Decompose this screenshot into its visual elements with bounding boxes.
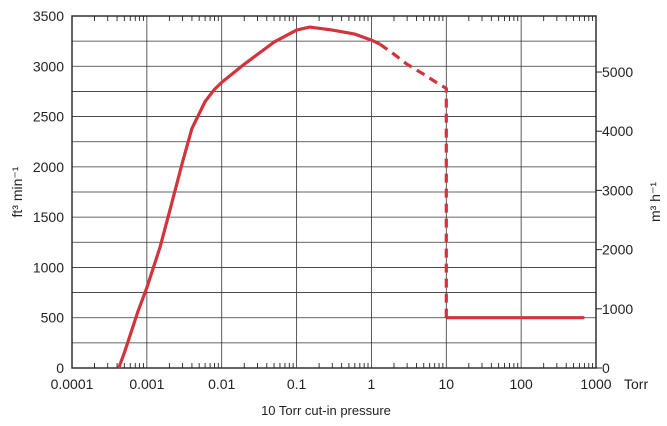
x-tick-label: 0.1 <box>287 376 307 392</box>
y-right-tick-label: 2000 <box>602 242 633 258</box>
x-tick-label: 0.001 <box>129 376 164 392</box>
x-tick-label: 1 <box>368 376 376 392</box>
x-tick-label: 1000 <box>580 376 611 392</box>
y-right-tick-label: 5000 <box>602 64 633 80</box>
y-left-tick-label: 3000 <box>33 58 64 74</box>
y-left-tick-label: 2500 <box>33 109 64 125</box>
y-axis-left-label: ft³ min⁻¹ <box>9 166 25 217</box>
x-unit-label: Torr <box>624 376 648 392</box>
y-left-tick-label: 500 <box>41 310 65 326</box>
x-tick-label: 0.0001 <box>51 376 94 392</box>
minor-ticks <box>94 16 594 368</box>
series-line-2 <box>379 42 448 318</box>
y-left-tick-label: 0 <box>56 360 64 376</box>
y-right-tick-label: 1000 <box>602 301 633 317</box>
grid <box>72 16 596 368</box>
x-axis-label: 10 Torr cut-in pressure <box>261 403 391 418</box>
y-right-tick-label: 3000 <box>602 182 633 198</box>
plot-frame <box>71 15 597 369</box>
y-left-tick-label: 1000 <box>33 259 64 275</box>
x-tick-label: 100 <box>509 376 533 392</box>
series-group <box>117 25 585 369</box>
series-line-1 <box>117 25 381 369</box>
y-left-tick-label: 2000 <box>33 159 64 175</box>
y-right-tick-label: 4000 <box>602 123 633 139</box>
y-left-tick-label: 3500 <box>33 8 64 24</box>
y-left-tick-label: 1500 <box>33 209 64 225</box>
tick-labels: 0500100015002000250030003500010002000300… <box>33 8 634 392</box>
y-axis-right-label: m³ h⁻¹ <box>647 182 663 222</box>
x-tick-label: 10 <box>438 376 454 392</box>
x-tick-label: 0.01 <box>208 376 235 392</box>
y-right-tick-label: 0 <box>602 360 610 376</box>
